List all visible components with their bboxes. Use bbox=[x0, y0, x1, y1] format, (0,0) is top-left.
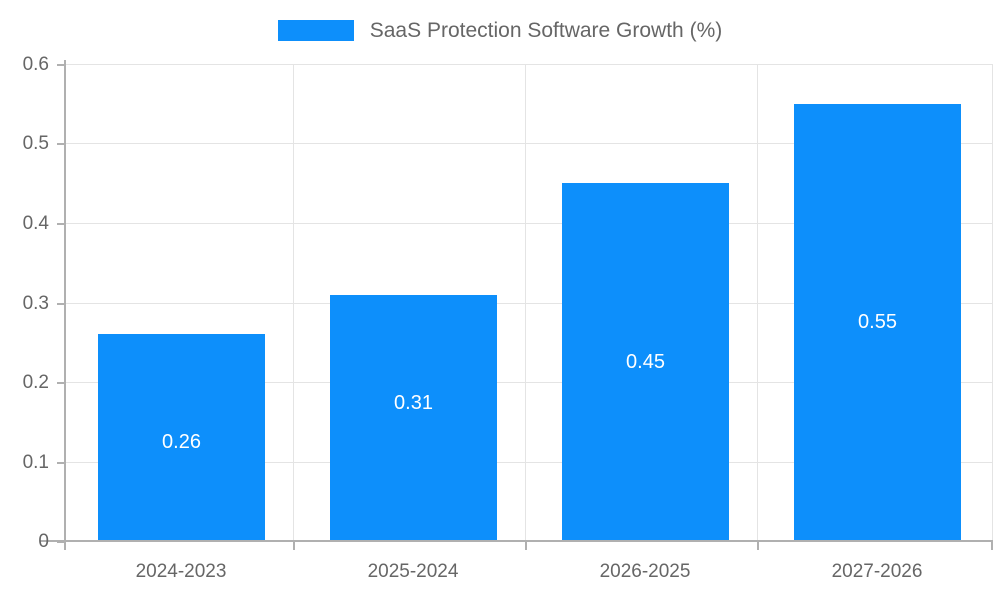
y-tick-label-0.6: 0.6 bbox=[22, 54, 49, 75]
x-axis-label-2025-2024: 2025-2024 bbox=[367, 561, 459, 582]
bar-value-2026-2025: 0.45 bbox=[626, 351, 665, 373]
y-tick-mark-0.3 bbox=[57, 303, 65, 305]
y-tick-label-0.5: 0.5 bbox=[22, 133, 49, 154]
plot-right-border bbox=[992, 64, 993, 541]
x-tick-mark-1 bbox=[293, 542, 295, 550]
bar-value-2024-2023: 0.26 bbox=[162, 431, 201, 453]
y-tick-label-0: 0 bbox=[38, 531, 49, 552]
legend-label: SaaS Protection Software Growth (%) bbox=[369, 18, 723, 42]
x-axis-label-2024-2023: 2024-2023 bbox=[135, 561, 227, 582]
gridline-y-0.5 bbox=[65, 143, 993, 144]
y-tick-label-0.2: 0.2 bbox=[22, 372, 49, 393]
x-tick-mark-4 bbox=[991, 542, 993, 550]
x-tick-mark-2 bbox=[525, 542, 527, 550]
gridline-y-0.2 bbox=[65, 382, 993, 383]
gridline-x-3 bbox=[757, 64, 758, 541]
plot-area: 0.26 0.31 0.45 0.55 bbox=[65, 64, 993, 541]
gridline-x-1 bbox=[293, 64, 294, 541]
bar-value-2027-2026: 0.55 bbox=[858, 311, 897, 333]
y-tick-mark-0.4 bbox=[57, 223, 65, 225]
legend-color-swatch-icon bbox=[277, 19, 354, 41]
x-tick-mark-3 bbox=[757, 542, 759, 550]
gridline-x-2 bbox=[525, 64, 526, 541]
x-tick-mark-0 bbox=[64, 542, 66, 550]
y-tick-mark-0 bbox=[57, 541, 65, 543]
y-tick-label-0.3: 0.3 bbox=[22, 293, 49, 314]
chart-legend: SaaS Protection Software Growth (%) bbox=[0, 14, 1000, 46]
y-tick-mark-0.2 bbox=[57, 382, 65, 384]
gridline-y-0.4 bbox=[65, 223, 993, 224]
x-axis-line bbox=[40, 540, 993, 542]
y-tick-label-0.4: 0.4 bbox=[22, 213, 49, 234]
bar-value-2025-2024: 0.31 bbox=[394, 392, 433, 414]
gridline-y-0.6 bbox=[65, 64, 993, 65]
x-axis-label-2027-2026: 2027-2026 bbox=[831, 561, 923, 582]
bar-2026-2025[interactable] bbox=[562, 183, 729, 541]
y-tick-mark-0.1 bbox=[57, 462, 65, 464]
x-axis-label-2026-2025: 2026-2025 bbox=[599, 561, 691, 582]
bar-2027-2026[interactable] bbox=[794, 104, 961, 541]
gridline-y-0.1 bbox=[65, 462, 993, 463]
y-axis-line bbox=[64, 60, 66, 545]
bar-2025-2024[interactable] bbox=[330, 295, 497, 541]
y-tick-mark-0.6 bbox=[57, 64, 65, 66]
legend-item-saas-protection-software-growth[interactable]: SaaS Protection Software Growth (%) bbox=[277, 18, 723, 42]
bar-2024-2023[interactable] bbox=[98, 334, 265, 541]
y-tick-label-0.1: 0.1 bbox=[22, 452, 49, 473]
y-tick-mark-0.5 bbox=[57, 143, 65, 145]
gridline-y-0.3 bbox=[65, 303, 993, 304]
